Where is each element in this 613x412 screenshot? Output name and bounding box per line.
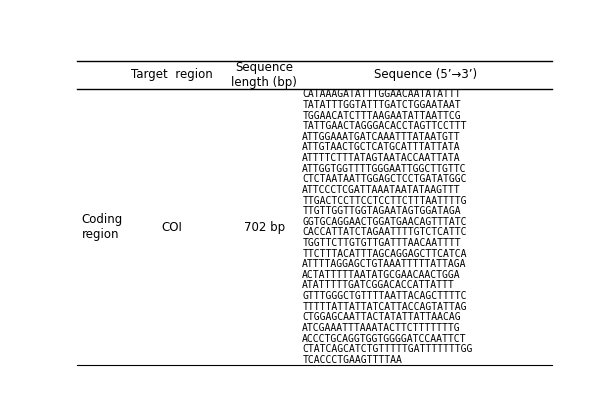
Text: 702 bp: 702 bp (244, 220, 285, 234)
Text: ATATTTTTGATCGGACACCATTATTT: ATATTTTTGATCGGACACCATTATTT (302, 281, 455, 290)
Text: ACCCTGCAGGTGGTGGGGATCCAATTCT: ACCCTGCAGGTGGTGGGGATCCAATTCT (302, 334, 466, 344)
Text: TTTTTATTATTATCATTACCAGTATTAG: TTTTTATTATTATCATTACCAGTATTAG (302, 302, 466, 312)
Text: TGGTTCTTGTGTTGATTTAACAATTTT: TGGTTCTTGTGTTGATTTAACAATTTT (302, 238, 461, 248)
Text: TTCTTTACATTTAGCAGGAGCTTCATCA: TTCTTTACATTTAGCAGGAGCTTCATCA (302, 248, 466, 259)
Text: ATTTTCTTTATAGTAATACCAATTATA: ATTTTCTTTATAGTAATACCAATTATA (302, 153, 461, 163)
Text: CTGGAGCAATTACTATATTATTAACAG: CTGGAGCAATTACTATATTATTAACAG (302, 312, 461, 322)
Text: Coding
region: Coding region (82, 213, 123, 241)
Text: GGTGCAGGAACTGGATGAACAGTTTATC: GGTGCAGGAACTGGATGAACAGTTTATC (302, 217, 466, 227)
Text: CTATCAGCATCTGTTTTTGATTTTTTTGG: CTATCAGCATCTGTTTTTGATTTTTTTGG (302, 344, 473, 354)
Text: ATTGGTGGTTTTGGGAATTGGCTTGTTC: ATTGGTGGTTTTGGGAATTGGCTTGTTC (302, 164, 466, 174)
Text: COI: COI (161, 220, 182, 234)
Text: Target  region: Target region (131, 68, 213, 81)
Text: TGGAACATCTTTAAGAATATTAATTCG: TGGAACATCTTTAAGAATATTAATTCG (302, 111, 461, 121)
Text: TCACCCTGAAGTTTTAA: TCACCCTGAAGTTTTAA (302, 355, 402, 365)
Text: TATATTTGGTATTTGATCTGGAATAAT: TATATTTGGTATTTGATCTGGAATAAT (302, 100, 461, 110)
Text: ATTGGAAATGATCAAATTTATAATGTT: ATTGGAAATGATCAAATTTATAATGTT (302, 132, 461, 142)
Text: ATCGAAATTTAAATACTTCTTTTTTTG: ATCGAAATTTAAATACTTCTTTTTTTG (302, 323, 461, 333)
Text: ATTTTAGGAGCTGTAAATTTTTATTAGA: ATTTTAGGAGCTGTAAATTTTTATTAGA (302, 259, 466, 269)
Text: TTGTTGGTTGGTAGAATAGTGGATAGA: TTGTTGGTTGGTAGAATAGTGGATAGA (302, 206, 461, 216)
Text: Sequence
length (bp): Sequence length (bp) (231, 61, 297, 89)
Text: ATTCCCTCGATTAAATAATATAAGTTT: ATTCCCTCGATTAAATAATATAAGTTT (302, 185, 461, 195)
Text: CATAAAGATATTTGGAACAATATATTT: CATAAAGATATTTGGAACAATATATTT (302, 89, 461, 99)
Text: TTGACTCCTTCCTCCTTCTTTAATTTTG: TTGACTCCTTCCTCCTTCTTTAATTTTG (302, 196, 466, 206)
Text: Sequence (5’→3’): Sequence (5’→3’) (375, 68, 478, 81)
Text: GTTTGGGCTGTTTTAATTACAGCTTTTC: GTTTGGGCTGTTTTAATTACAGCTTTTC (302, 291, 466, 301)
Text: TATTGAACTAGGGACACCTAGTTCCTTT: TATTGAACTAGGGACACCTAGTTCCTTT (302, 121, 466, 131)
Text: ACTATTTTTAATATGCGAACAACTGGA: ACTATTTTTAATATGCGAACAACTGGA (302, 270, 461, 280)
Text: CTCTAATAATTGGAGCTCCTGATATGGC: CTCTAATAATTGGAGCTCCTGATATGGC (302, 174, 466, 184)
Text: CACCATTATCTAGAATTTTGTCTCATTC: CACCATTATCTAGAATTTTGTCTCATTC (302, 227, 466, 237)
Text: ATTGTAACTGCTCATGCATTTATTATA: ATTGTAACTGCTCATGCATTTATTATA (302, 143, 461, 152)
